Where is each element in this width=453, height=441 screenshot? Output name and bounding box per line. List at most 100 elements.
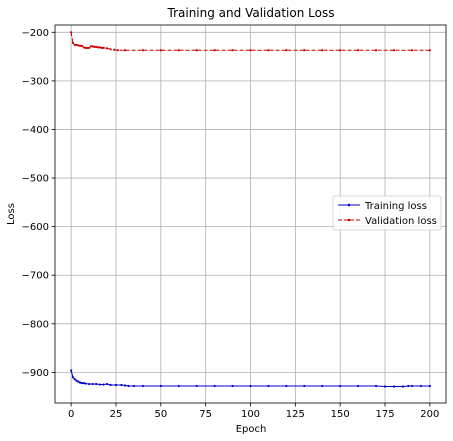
- validation-loss-point: [249, 49, 252, 52]
- training-loss-point: [339, 384, 342, 388]
- training-loss-point: [374, 384, 378, 388]
- validation-loss-point: [177, 49, 180, 52]
- validation-loss-point: [113, 48, 116, 51]
- validation-loss-point: [89, 45, 92, 48]
- training-loss-point: [419, 384, 422, 388]
- training-loss-point: [114, 383, 118, 387]
- training-loss-point: [303, 384, 306, 388]
- legend-training-marker: [347, 203, 351, 207]
- validation-loss-point: [213, 49, 216, 52]
- validation-loss-point: [195, 49, 198, 52]
- x-axis-title: Epoch: [236, 424, 267, 435]
- validation-loss-point: [73, 43, 76, 47]
- validation-loss-point: [303, 49, 306, 52]
- training-loss-point: [401, 385, 405, 388]
- training-loss-point: [123, 384, 127, 387]
- training-loss-point: [84, 382, 87, 385]
- training-loss-point: [428, 384, 431, 388]
- validation-loss-point: [339, 49, 342, 52]
- training-loss-point: [249, 384, 252, 388]
- training-loss-point: [80, 381, 83, 385]
- training-loss-point: [71, 376, 75, 379]
- training-loss-point: [87, 382, 91, 386]
- x-tick-label: 100: [241, 409, 260, 420]
- validation-loss-point: [116, 49, 119, 52]
- y-axis-title: Loss: [6, 203, 17, 225]
- y-tick-label: −600: [22, 222, 49, 233]
- training-loss-point: [195, 384, 198, 388]
- x-tick-label: 200: [420, 409, 439, 420]
- validation-loss-point: [87, 46, 91, 49]
- validation-loss-point: [77, 44, 80, 47]
- training-loss-point: [77, 380, 80, 383]
- chart-title: Training and Validation Loss: [167, 6, 335, 20]
- training-loss-point: [383, 385, 387, 388]
- validation-loss-point: [84, 46, 87, 49]
- training-loss-point: [102, 383, 105, 386]
- training-loss-point: [132, 384, 136, 388]
- training-loss-point: [91, 382, 94, 386]
- validation-loss-point: [321, 49, 324, 52]
- grid-layer: [55, 25, 446, 403]
- x-tick-label: 125: [286, 409, 305, 420]
- validation-loss-point: [98, 46, 101, 49]
- legend-validation-marker: [347, 218, 351, 222]
- y-tick-label: −700: [22, 271, 49, 282]
- legend-validation-label: Validation loss: [365, 216, 437, 227]
- training-loss-point: [95, 382, 98, 386]
- training-loss-point: [392, 385, 396, 388]
- ticks-layer: 0 25 50 75 100 125 150 175 200 −200 −300 −400 −500 −6…: [22, 28, 440, 420]
- training-loss-point: [141, 384, 144, 388]
- validation-loss-point: [159, 49, 162, 52]
- validation-loss-point: [109, 48, 112, 51]
- training-loss-point: [407, 384, 410, 388]
- training-loss-point: [177, 384, 180, 388]
- training-loss-point: [73, 378, 76, 381]
- validation-loss-point: [79, 44, 82, 47]
- validation-loss-point: [285, 49, 288, 52]
- y-tick-label: −500: [22, 174, 49, 185]
- validation-loss-point: [91, 45, 94, 48]
- y-tick-label: −900: [22, 368, 49, 379]
- legend-training-label: Training loss: [364, 201, 427, 212]
- x-tick-label: 25: [110, 409, 123, 420]
- validation-loss-point: [428, 49, 431, 52]
- validation-loss-point: [105, 47, 109, 50]
- validation-loss-point: [357, 49, 360, 52]
- x-tick-label: 175: [375, 409, 394, 420]
- training-loss-point: [159, 384, 162, 388]
- validation-loss-point: [82, 46, 85, 49]
- x-tick-label: 50: [154, 409, 167, 420]
- validation-loss-point: [123, 49, 127, 52]
- training-loss-point: [98, 383, 101, 386]
- training-loss-point: [120, 383, 123, 387]
- y-tick-label: −800: [22, 319, 49, 330]
- training-loss-point: [109, 383, 112, 387]
- x-tick-label: 75: [199, 409, 212, 420]
- training-loss-point: [70, 369, 73, 372]
- y-tick-label: −400: [22, 125, 49, 136]
- validation-loss-point: [70, 31, 73, 34]
- validation-loss-point: [86, 46, 89, 49]
- validation-loss-point: [75, 43, 78, 47]
- validation-loss-point: [100, 46, 103, 49]
- validation-loss-point: [267, 49, 270, 52]
- training-loss-point: [213, 384, 216, 388]
- x-tick-label: 0: [68, 409, 74, 420]
- training-loss-point: [79, 381, 82, 384]
- x-tick-label: 150: [331, 409, 350, 420]
- validation-loss-point: [71, 41, 75, 45]
- training-loss-point: [105, 382, 109, 386]
- validation-loss-point: [374, 49, 378, 52]
- training-loss-point: [285, 384, 288, 388]
- validation-loss-point: [95, 45, 98, 48]
- validation-loss-point: [80, 44, 83, 47]
- validation-loss-point: [410, 49, 414, 52]
- series-layer: [70, 31, 431, 388]
- validation-loss-point: [93, 45, 96, 48]
- training-loss-point: [75, 379, 78, 382]
- y-tick-label: −200: [22, 28, 49, 39]
- y-tick-label: −300: [22, 76, 49, 87]
- training-loss-point: [321, 384, 324, 388]
